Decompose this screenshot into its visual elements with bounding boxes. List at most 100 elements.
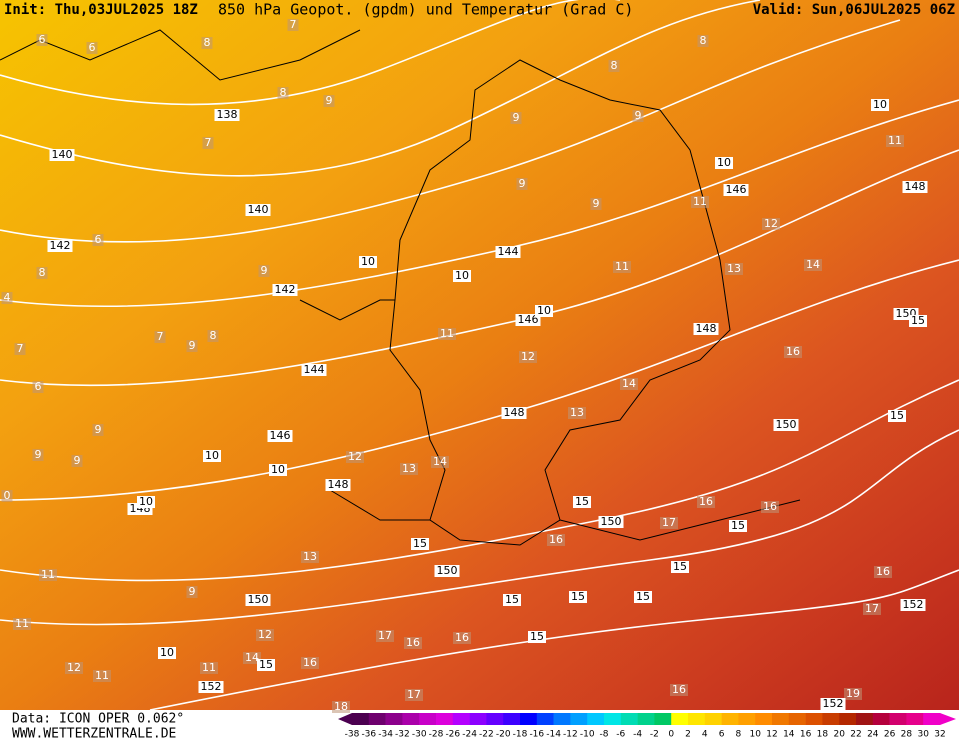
temperature-label-box	[258, 265, 270, 277]
geopotential-label: 152	[201, 680, 222, 693]
geopotential-label-box	[900, 599, 926, 611]
temperature-label: 8	[611, 59, 618, 72]
temperature-label: 14	[433, 455, 447, 468]
colorbar-segment	[553, 713, 571, 725]
geopotential-label: 140	[52, 148, 73, 161]
temperature-label-box	[32, 449, 44, 461]
temperature-label: 11	[615, 260, 629, 273]
temperature-label-box	[39, 569, 57, 581]
colorbar-label: 14	[783, 730, 795, 740]
colorbar-label: -2	[650, 730, 659, 740]
map-title: 850 hPa Geopot. (gpdm) und Temperatur (G…	[218, 1, 633, 19]
temperature-label-box	[32, 381, 44, 393]
temperature-label: 17	[662, 516, 676, 529]
geopotential-label-box	[671, 561, 689, 573]
colorbar-label: -16	[529, 730, 544, 740]
temperature-label-box	[92, 234, 104, 246]
temperature-label: 9	[74, 454, 81, 467]
temperature-label: 9	[189, 339, 196, 352]
temperature-label: 13	[727, 262, 741, 275]
geopotential-label-box	[453, 270, 471, 282]
temperature-label-box	[301, 551, 319, 563]
geopotential-label: 15	[575, 495, 589, 508]
geopotential-label-box	[158, 647, 176, 659]
geopotential-label-box	[573, 496, 591, 508]
temperature-label: 12	[258, 628, 272, 641]
temperature-label: 11	[95, 669, 109, 682]
geopotential-label-box	[411, 538, 429, 550]
temperature-label-box	[590, 198, 602, 210]
temperature-label-box	[438, 328, 456, 340]
temperature-label-box	[632, 110, 644, 122]
temperature-label: 16	[672, 683, 686, 696]
geopotential-label-box	[495, 246, 521, 258]
temperature-label: 12	[348, 450, 362, 463]
geopotential-label-box	[47, 240, 73, 252]
temperature-label-box	[613, 261, 631, 273]
temperature-label-box	[36, 267, 48, 279]
colorbar-segment	[486, 713, 504, 725]
geopotential-label: 144	[498, 245, 519, 258]
temperature-label: 7	[157, 330, 164, 343]
geopotential-label: 150	[437, 564, 458, 577]
temperature-label-box	[202, 137, 214, 149]
temperature-label-box	[725, 263, 743, 275]
geopotential-label-box	[434, 565, 460, 577]
temperature-label: 16	[876, 565, 890, 578]
temperature-label-box	[404, 637, 422, 649]
temperature-label-box	[804, 259, 822, 271]
geopotential-label: 15	[571, 590, 585, 603]
temperature-label: 6	[35, 380, 42, 393]
colorbar-segment	[788, 713, 806, 725]
geopotential-label: 142	[275, 283, 296, 296]
colorbar-segment	[419, 713, 437, 725]
geopotential-label-box	[871, 99, 889, 111]
temperature-label: 6	[95, 233, 102, 246]
colorbar-label: -12	[563, 730, 578, 740]
colorbar-segment	[352, 713, 370, 725]
colorbar-segment	[570, 713, 588, 725]
temperature-label: 6	[39, 33, 46, 46]
temperature-label-box	[346, 451, 364, 463]
temperature-label-box	[186, 586, 198, 598]
temperature-label-box	[670, 684, 688, 696]
temperature-label-box	[65, 662, 83, 674]
temperature-label-box	[332, 701, 350, 713]
geopotential-label: 144	[304, 363, 325, 376]
temperature-label-box	[510, 112, 522, 124]
temperature-label: 16	[786, 345, 800, 358]
geopotential-label-box	[902, 181, 928, 193]
temperature-label-box	[93, 670, 111, 682]
colorbar-segment	[755, 713, 773, 725]
temperature-label: 9	[95, 423, 102, 436]
temperature-label-box	[207, 330, 219, 342]
colorbar-label: -22	[479, 730, 494, 740]
temperature-label: 14	[622, 377, 636, 390]
geopotential-label-box	[723, 184, 749, 196]
colorbar-segment	[654, 713, 672, 725]
colorbar-label: -6	[616, 730, 625, 740]
geopotential-label: 10	[139, 495, 153, 508]
temperature-label: 12	[764, 217, 778, 230]
temperature-label-box	[1, 490, 13, 502]
colorbar-label: 24	[867, 730, 879, 740]
geopotential-label: 15	[636, 590, 650, 603]
valid-time: Valid: Sun,06JUL2025 06Z	[753, 2, 955, 18]
temperature-label: 16	[549, 533, 563, 546]
colorbar-min-arrow	[338, 713, 352, 725]
temperature-field	[0, 0, 959, 710]
colorbar-segment	[704, 713, 722, 725]
geopotential-label-box	[503, 594, 521, 606]
temperature-label-box	[1, 292, 13, 304]
geopotential-label: 150	[776, 418, 797, 431]
temperature-label: 19	[846, 687, 860, 700]
temperature-label-box	[697, 35, 709, 47]
geopotential-label: 15	[530, 630, 544, 643]
temperature-label-box	[519, 351, 537, 363]
colorbar-segment	[923, 713, 941, 725]
geopotential-label: 146	[518, 313, 539, 326]
geopotential-label-box	[634, 591, 652, 603]
geopotential-label: 15	[505, 593, 519, 606]
colorbar-label: -36	[361, 730, 376, 740]
geopotential-label: 10	[361, 255, 375, 268]
